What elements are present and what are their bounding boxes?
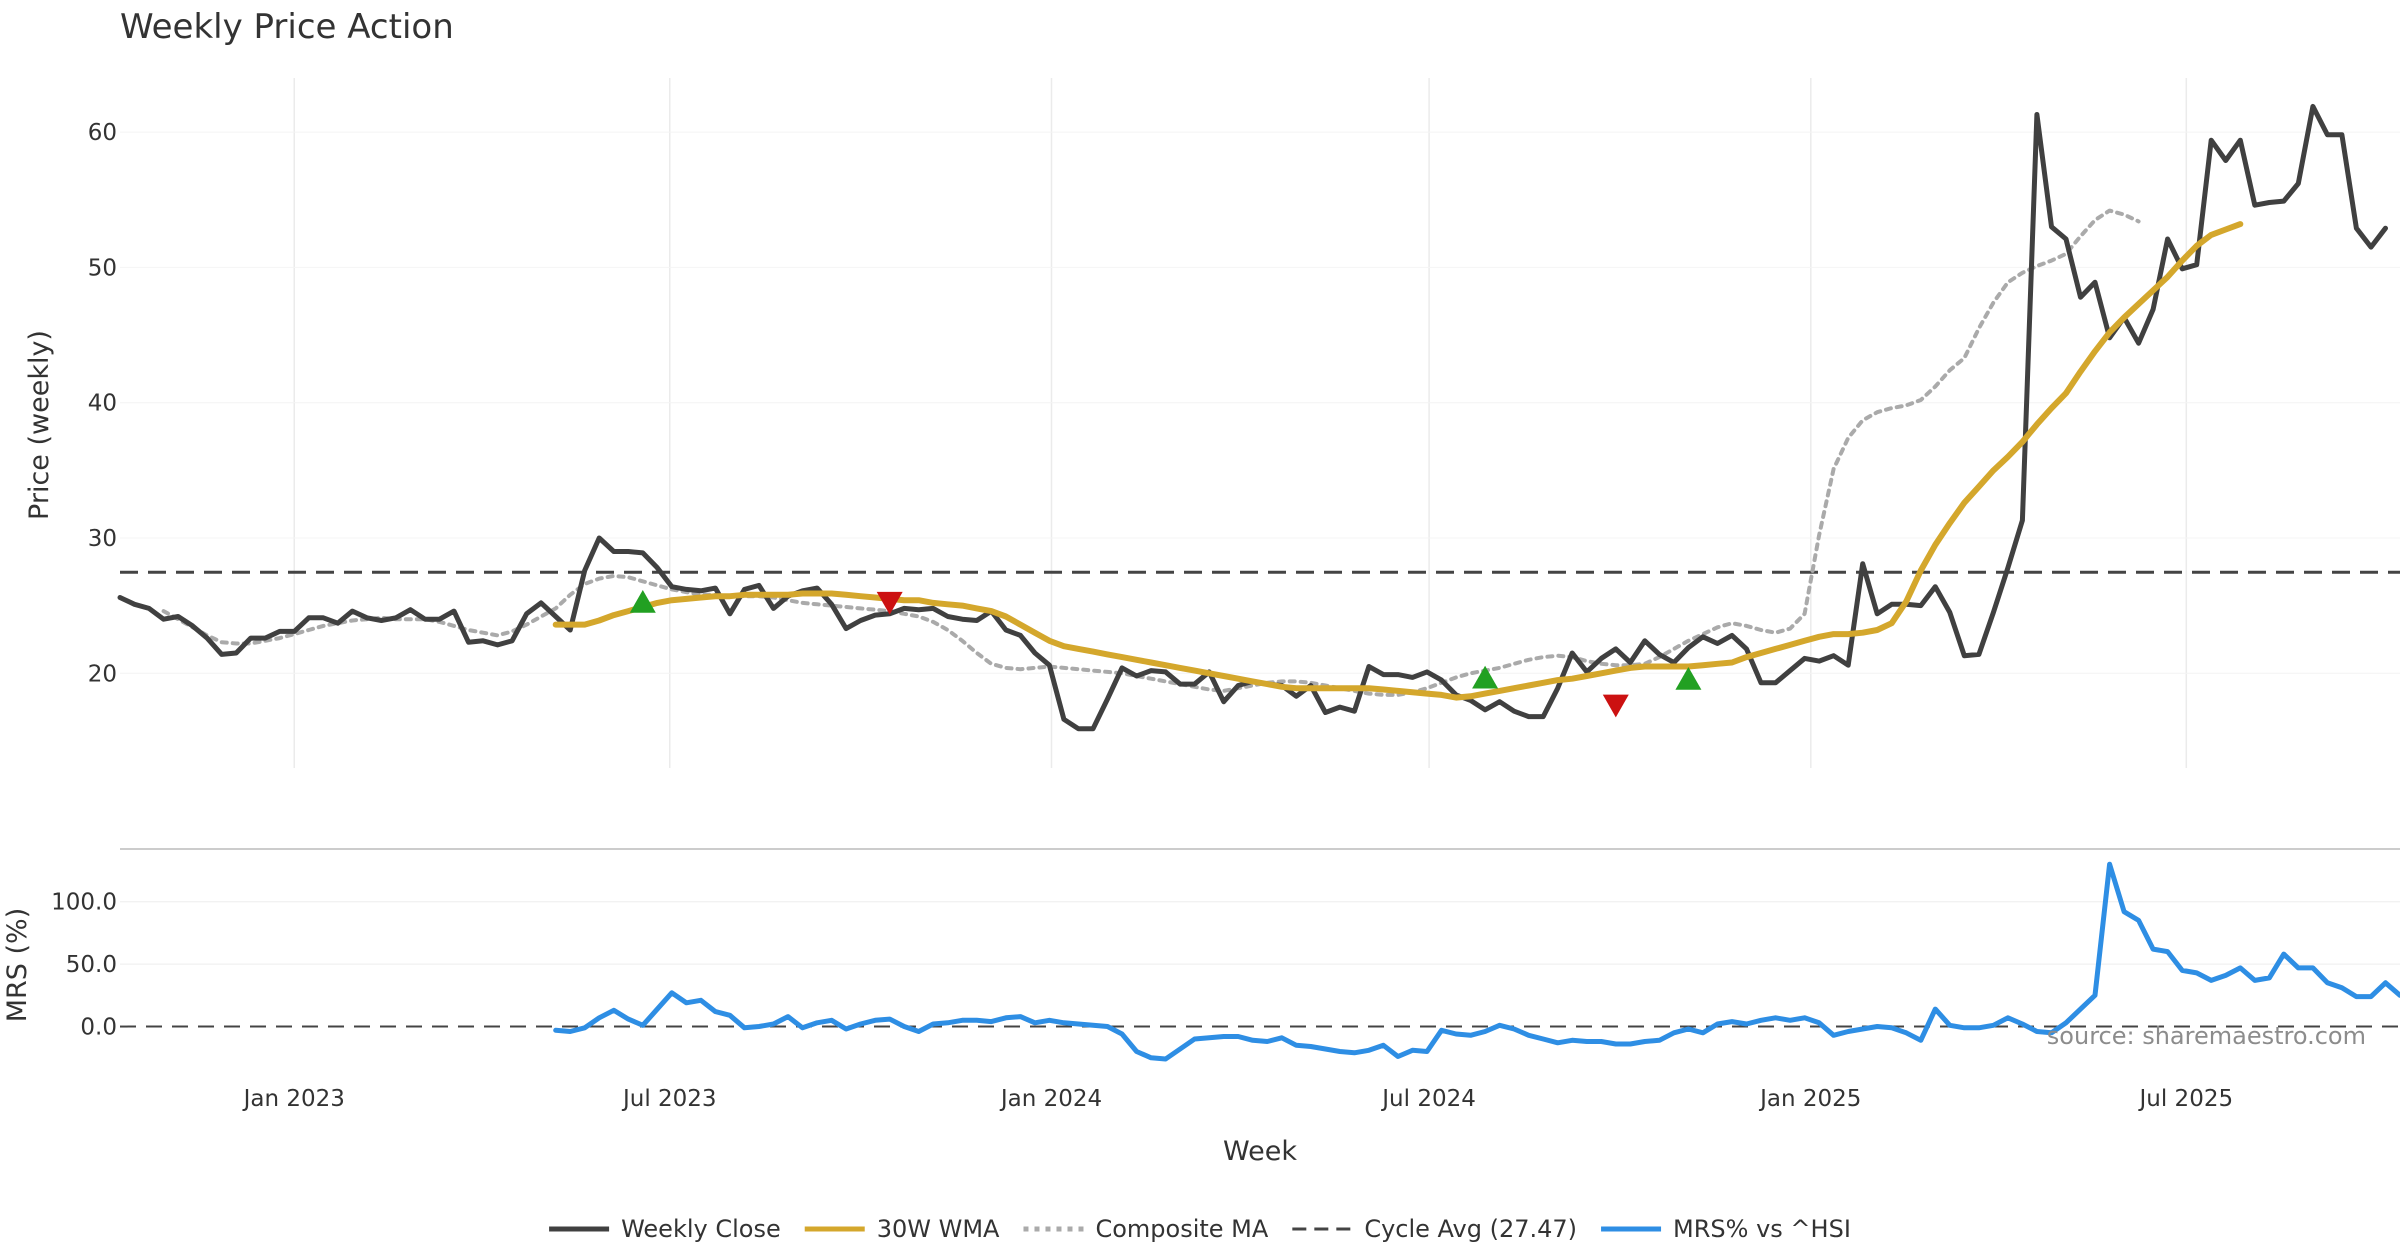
x-axis-title: Week [1223,1136,1297,1167]
buy-signal-marker [629,589,656,613]
sell-signal-marker [876,591,903,615]
price-tick-label: 30 [88,526,117,552]
grid-layer [120,78,2400,965]
price-tick-label: 60 [88,120,117,146]
price-tick-label: 40 [88,391,117,417]
wma-30w-line [552,221,2244,701]
composite-ma-line [161,208,2141,697]
legend-label: Weekly Close [621,1215,781,1243]
price-tick-label: 50 [88,255,117,281]
price-axis-title: Price (weekly) [24,330,55,520]
legend-label: Composite MA [1095,1215,1268,1243]
x-tick-label: Jul 2024 [1380,1086,1476,1112]
mrs-axis-title: MRS (%) [2,908,33,1023]
source-label: source: sharemaestro.com [2047,1022,2366,1050]
signal-layer [629,589,1702,718]
mrs-tick-label: 50.0 [66,952,117,978]
buy-signal-marker [1472,665,1499,689]
legend-label: MRS% vs ^HSI [1673,1215,1851,1243]
chart-legend: Weekly Close 30W WMA Composite MA Cycle Avg… [549,1215,1851,1243]
buy-signal-marker [1675,667,1702,690]
series-layer [117,103,2400,1062]
mrs-tick-label: 100.0 [51,890,117,916]
x-tick-label: Jan 2025 [1758,1086,1861,1112]
mrs-line [553,861,2400,1062]
x-tick-label: Jul 2025 [2138,1086,2234,1112]
chart-title: Weekly Price Action [120,7,454,47]
mrs-tick-label: 0.0 [80,1015,117,1041]
x-tick-label: Jan 2023 [242,1086,345,1112]
x-tick-label: Jan 2024 [999,1086,1102,1112]
x-tick-label: Jul 2023 [621,1086,717,1112]
legend-label: 30W WMA [877,1215,1000,1243]
axes-layer: Jan 2023 Jul 2023 Jan 2024 Jul 2024 Jan 2025… [51,120,2233,1112]
legend-label: Cycle Avg (27.47) [1364,1215,1577,1243]
sell-signal-marker [1602,694,1629,718]
price-tick-label: 20 [88,661,117,687]
